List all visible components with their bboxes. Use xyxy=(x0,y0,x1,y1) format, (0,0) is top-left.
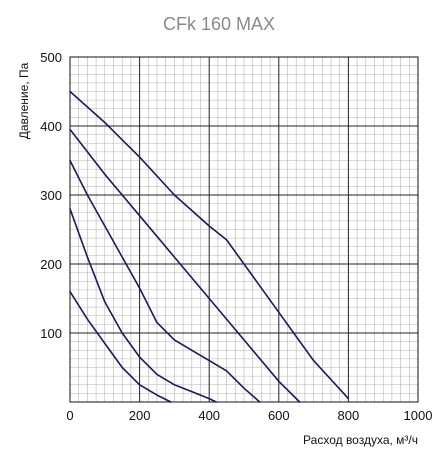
plot-frame xyxy=(69,56,419,403)
curve-1 xyxy=(69,90,350,400)
x-tick-label: 0 xyxy=(66,408,73,423)
curve-3 xyxy=(69,159,261,403)
y-tick-label: 400 xyxy=(40,119,62,134)
y-tick-label: 200 xyxy=(40,257,62,272)
major-grid xyxy=(70,57,418,402)
x-tick-label: 800 xyxy=(338,408,360,423)
x-tick-label: 400 xyxy=(198,408,220,423)
curve-5 xyxy=(69,290,172,403)
performance-curves xyxy=(69,90,350,403)
x-tick-label: 200 xyxy=(129,408,151,423)
x-axis-label: Расход воздуха, м³/ч xyxy=(303,433,418,447)
x-tick-label: 1000 xyxy=(404,408,433,423)
x-axis-ticks: 0 200 400 600 800 1000 xyxy=(66,408,432,423)
curve-4 xyxy=(69,208,217,403)
curve-2 xyxy=(69,128,301,403)
y-axis-label: Давление, Па xyxy=(17,62,31,139)
y-axis-ticks: 100 200 300 400 500 xyxy=(40,50,62,341)
y-tick-label: 500 xyxy=(40,50,62,65)
chart-title: CFk 160 MAX xyxy=(163,14,275,34)
x-tick-label: 600 xyxy=(268,408,290,423)
y-tick-label: 300 xyxy=(40,188,62,203)
y-tick-label: 100 xyxy=(40,326,62,341)
minor-grid xyxy=(70,57,418,402)
